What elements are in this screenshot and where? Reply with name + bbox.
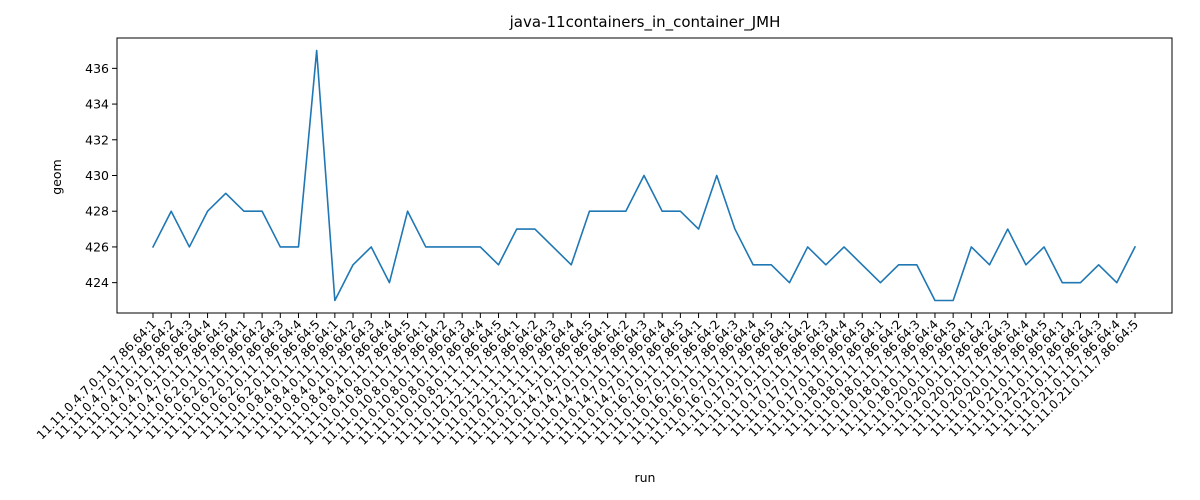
series-line	[151, 49, 1137, 302]
y-tick-label: 432	[85, 132, 109, 147]
y-tick-label: 436	[85, 61, 109, 76]
y-tick-label: 434	[85, 97, 109, 112]
plot-frame	[116, 37, 1173, 314]
y-tick-label: 426	[85, 239, 109, 254]
y-tick-label: 428	[85, 204, 109, 219]
y-tick-label: 424	[85, 275, 109, 290]
x-axis: 11.11.0.4.7.0.11.7.86.64:111.11.0.4.7.0.…	[34, 313, 1141, 448]
x-axis-label: run	[635, 470, 656, 485]
y-tick-label: 430	[85, 168, 109, 183]
chart-title: java-11containers_in_container_JMH	[509, 13, 781, 32]
y-axis: 424 426 428 430 432 434 436	[85, 61, 117, 290]
y-axis-label: geom	[49, 159, 64, 194]
plot-area	[151, 49, 1137, 302]
